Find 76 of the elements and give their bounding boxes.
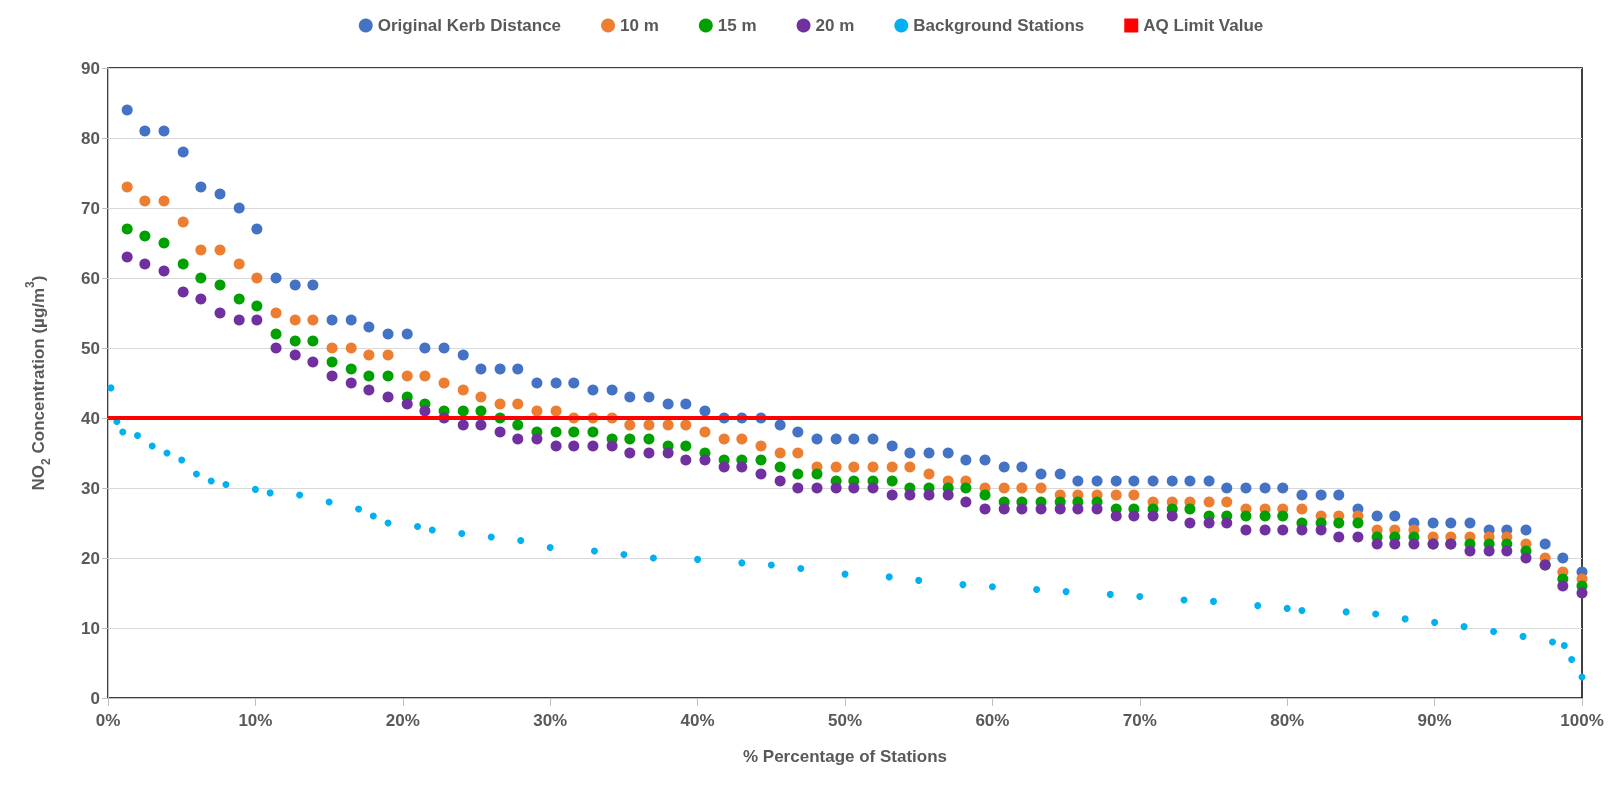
point [915, 576, 923, 584]
point [885, 573, 893, 581]
point [428, 526, 436, 534]
point [1342, 608, 1350, 616]
y-tick-label: 90 [81, 58, 100, 78]
y-tick-label: 30 [81, 478, 100, 498]
x-tick-label: 80% [1270, 711, 1305, 730]
point [1460, 623, 1468, 631]
legend-label: 10 m [620, 16, 659, 35]
point [1401, 615, 1409, 623]
point [222, 481, 230, 488]
point [487, 533, 495, 541]
legend-label: Original Kerb Distance [377, 16, 562, 35]
point [1372, 610, 1380, 618]
point [1298, 607, 1306, 614]
point [1560, 642, 1568, 649]
x-tick-label: 10% [238, 711, 273, 730]
legend-label: AQ Limit Value [1143, 16, 1264, 35]
y-tick-label: 50 [81, 338, 100, 358]
point [694, 555, 702, 563]
x-tick-label: 0% [95, 711, 121, 730]
point [148, 442, 156, 450]
point [1549, 638, 1557, 646]
point [767, 561, 775, 569]
point [738, 559, 746, 567]
point [959, 581, 967, 589]
point [192, 470, 200, 478]
y-tick-label: 80 [81, 128, 100, 148]
point [620, 551, 628, 558]
point [1062, 588, 1070, 596]
y-tick-label: 40 [81, 408, 100, 428]
point [1283, 604, 1291, 612]
y-tick-label: 60 [81, 268, 100, 288]
point [178, 456, 186, 464]
point [369, 512, 377, 520]
legend-label: 20 m [815, 16, 855, 35]
point [1568, 656, 1576, 663]
legend-label: Background Stations [913, 16, 1085, 35]
x-tick-label: 100% [1560, 711, 1604, 730]
point [1431, 618, 1439, 626]
x-tick-label: 70% [1122, 711, 1157, 730]
y-tick-label: 10 [81, 618, 100, 638]
point [296, 491, 304, 499]
point [1210, 597, 1217, 605]
point [1033, 586, 1041, 593]
point [119, 428, 127, 436]
point [1519, 632, 1527, 640]
y-tick-label: 0 [90, 688, 100, 708]
point [251, 485, 259, 493]
y-tick-label: 70 [81, 198, 100, 218]
x-tick-label: 50% [827, 711, 863, 730]
x-tick-label: 20% [385, 711, 420, 730]
point [797, 565, 805, 572]
x-axis-title: % Percentage of Stations [742, 747, 948, 766]
point [546, 544, 554, 551]
point [1254, 602, 1262, 610]
point [355, 505, 363, 513]
point [1490, 628, 1498, 635]
point [458, 530, 466, 537]
point [414, 523, 422, 530]
point [266, 489, 274, 497]
point [590, 547, 598, 555]
x-tick-label: 60% [975, 711, 1010, 730]
point [1136, 593, 1144, 600]
y-axis-title: NO2 Concentration (µg/m3) [23, 275, 53, 491]
point [988, 583, 996, 591]
point [517, 537, 525, 544]
point [133, 432, 141, 439]
point [649, 554, 657, 562]
y-tick-label: 20 [81, 548, 100, 568]
legend-label: 15 m [717, 16, 757, 35]
point [207, 477, 215, 485]
x-tick-label: 30% [533, 711, 568, 730]
point [1106, 590, 1114, 598]
x-tick-label: 40% [680, 711, 715, 730]
x-tick-label: 90% [1417, 711, 1452, 730]
